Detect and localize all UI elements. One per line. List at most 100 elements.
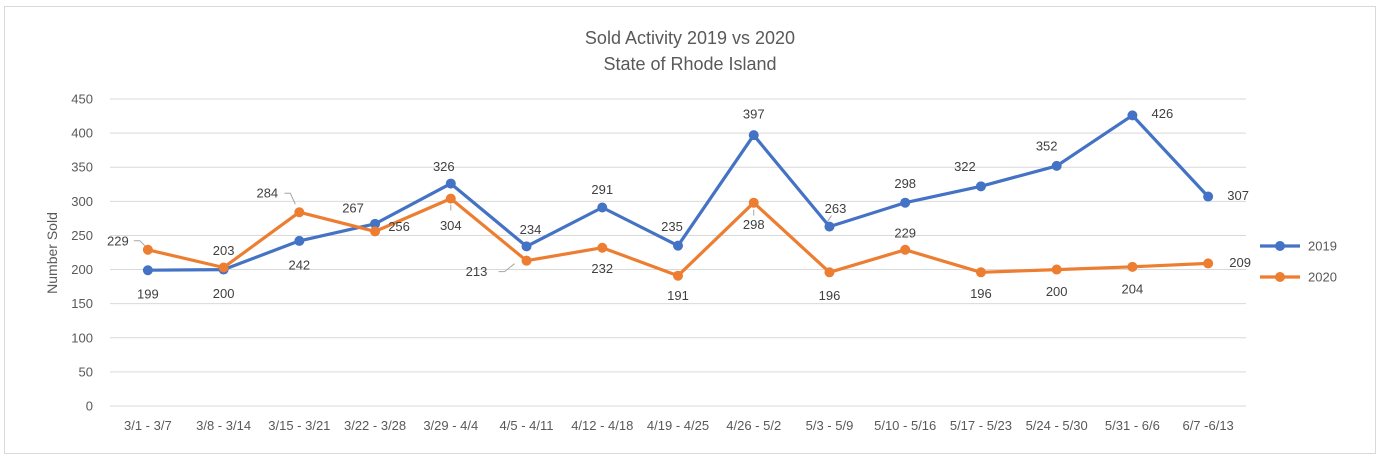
data-point-2020 [748, 197, 759, 208]
legend-label-2020: 2020 [1308, 270, 1337, 285]
data-point-2019 [975, 181, 986, 192]
data-point-2020 [975, 267, 986, 278]
data-point-2020 [1051, 264, 1062, 275]
data-label-2019: 199 [137, 287, 159, 302]
data-label-2019: 291 [591, 182, 613, 197]
data-label-2020: 298 [743, 217, 765, 232]
data-label-2019: 352 [1036, 138, 1058, 153]
data-label-2020: 284 [256, 186, 278, 201]
chart-subtitle: State of Rhode Island [603, 54, 776, 74]
data-point-2020 [218, 262, 229, 273]
data-label-2020: 256 [388, 219, 410, 234]
y-tick-label: 400 [71, 126, 93, 141]
legend-label-2019: 2019 [1308, 239, 1337, 254]
data-label-2020: 196 [819, 288, 841, 303]
data-point-2019 [1203, 191, 1214, 202]
data-label-2019: 235 [661, 219, 683, 234]
data-label-2019: 200 [213, 286, 235, 301]
data-point-2020 [294, 207, 305, 218]
x-tick-label: 3/29 - 4/4 [423, 418, 478, 433]
data-point-2019 [521, 241, 532, 252]
y-tick-label: 350 [71, 160, 93, 175]
data-label-2020: 191 [667, 288, 689, 303]
x-tick-label: 3/1 - 3/7 [124, 418, 172, 433]
data-label-2019: 298 [894, 176, 916, 191]
y-tick-label: 450 [71, 92, 93, 107]
data-point-2019 [370, 218, 381, 229]
data-point-2020 [370, 226, 381, 237]
data-label-2020: 229 [894, 225, 916, 240]
y-axis-ticks: 0 50 100 150 200 250 300 350 400 450 [71, 92, 93, 414]
data-point-2020 [445, 193, 456, 204]
x-tick-label: 4/12 - 4/18 [571, 418, 633, 433]
x-tick-label: 5/24 - 5/30 [1026, 418, 1088, 433]
data-label-2020: 200 [1046, 284, 1068, 299]
y-tick-label: 100 [71, 330, 93, 345]
x-tick-label: 5/10 - 5/16 [874, 418, 936, 433]
label-callouts [133, 192, 832, 273]
data-point-2019 [597, 202, 608, 213]
leader-line [284, 192, 296, 205]
data-label-2019: 426 [1152, 106, 1174, 121]
x-tick-label: 4/5 - 4/11 [500, 418, 554, 433]
data-point-2020 [824, 267, 835, 278]
y-tick-label: 250 [71, 228, 93, 243]
y-axis-title: Number Sold [44, 212, 60, 294]
leader-line [133, 240, 146, 247]
data-point-2019 [1127, 110, 1138, 121]
data-label-2019: 307 [1227, 188, 1249, 203]
data-point-2019 [748, 130, 759, 141]
data-label-2020: 209 [1229, 255, 1251, 270]
data-point-2019 [1051, 160, 1062, 171]
legend-marker-2020 [1275, 272, 1285, 282]
data-label-2019: 263 [825, 201, 847, 216]
leader-line [827, 215, 832, 222]
data-point-2020 [521, 255, 532, 266]
legend-marker-2019 [1275, 241, 1285, 251]
data-label-2019: 234 [520, 222, 542, 237]
x-axis-ticks: 3/1 - 3/7 3/8 - 3/14 3/15 - 3/21 3/22 - 3/2… [124, 418, 1234, 433]
data-point-2020 [1127, 261, 1138, 272]
data-labels: 199 200 242 267 326 234 291 235 397 263 298 322 352 4… [107, 106, 1251, 303]
x-tick-label: 5/17 - 5/23 [950, 418, 1012, 433]
gridlines [110, 98, 1246, 407]
data-point-2019 [824, 221, 835, 232]
chart-title: Sold Activity 2019 vs 2020 [585, 28, 795, 48]
y-tick-label: 200 [71, 262, 93, 277]
y-tick-label: 0 [86, 399, 93, 414]
data-point-2020 [597, 242, 608, 253]
data-label-2019: 326 [433, 159, 455, 174]
y-tick-label: 50 [79, 364, 93, 379]
series-lines [142, 110, 1214, 281]
y-tick-label: 150 [71, 296, 93, 311]
legend: 2019 2020 [1260, 239, 1337, 285]
x-tick-label: 4/26 - 5/2 [726, 418, 781, 433]
data-label-2019: 322 [954, 159, 976, 174]
data-label-2020: 232 [591, 261, 613, 276]
leader-line [498, 263, 515, 273]
y-tick-label: 300 [71, 194, 93, 209]
data-point-2020 [900, 244, 911, 255]
x-tick-label: 3/15 - 3/21 [268, 418, 330, 433]
data-label-2020: 196 [970, 286, 992, 301]
data-label-2020: 304 [440, 218, 462, 233]
data-point-2019 [294, 235, 305, 246]
data-point-2020 [1203, 258, 1214, 269]
data-point-2019 [900, 197, 911, 208]
data-label-2019: 397 [743, 107, 765, 122]
x-tick-label: 3/8 - 3/14 [196, 418, 251, 433]
data-point-2019 [142, 265, 153, 276]
x-tick-label: 5/31 - 6/6 [1105, 418, 1160, 433]
data-point-2020 [673, 270, 683, 281]
x-tick-label: 6/7 -6/13 [1182, 418, 1233, 433]
data-label-2020: 203 [213, 243, 235, 258]
data-label-2020: 204 [1122, 281, 1144, 296]
data-label-2020: 213 [466, 264, 488, 279]
x-tick-label: 5/3 - 5/9 [806, 418, 854, 433]
x-tick-label: 3/22 - 3/28 [344, 418, 406, 433]
data-label-2020: 229 [107, 233, 129, 248]
data-point-2019 [673, 240, 683, 251]
data-point-2020 [142, 244, 153, 255]
data-label-2019: 267 [342, 200, 364, 215]
